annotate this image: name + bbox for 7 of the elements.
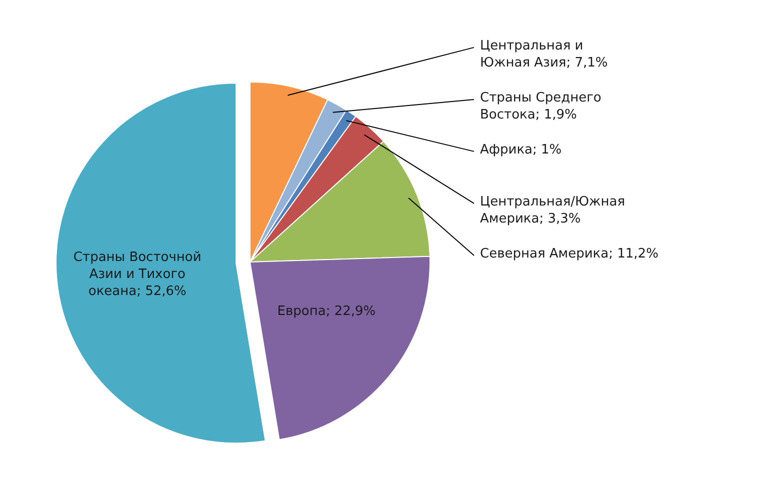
slice-label: Северная Америка; 11,2% [480,246,658,262]
slice-label: Страны Восточной Азии и Тихого океана; 52,6% [73,250,202,300]
slice-label: Центральная/Южная Америка; 3,3% [480,194,626,226]
slice-label: Европа; 22,9% [277,304,376,319]
slice-label: Африка; 1% [480,142,562,158]
slice-label: Страны Среднего Востока; 1,9% [480,90,602,122]
slice-label: Центральная и Южная Азия; 7,1% [480,38,608,70]
